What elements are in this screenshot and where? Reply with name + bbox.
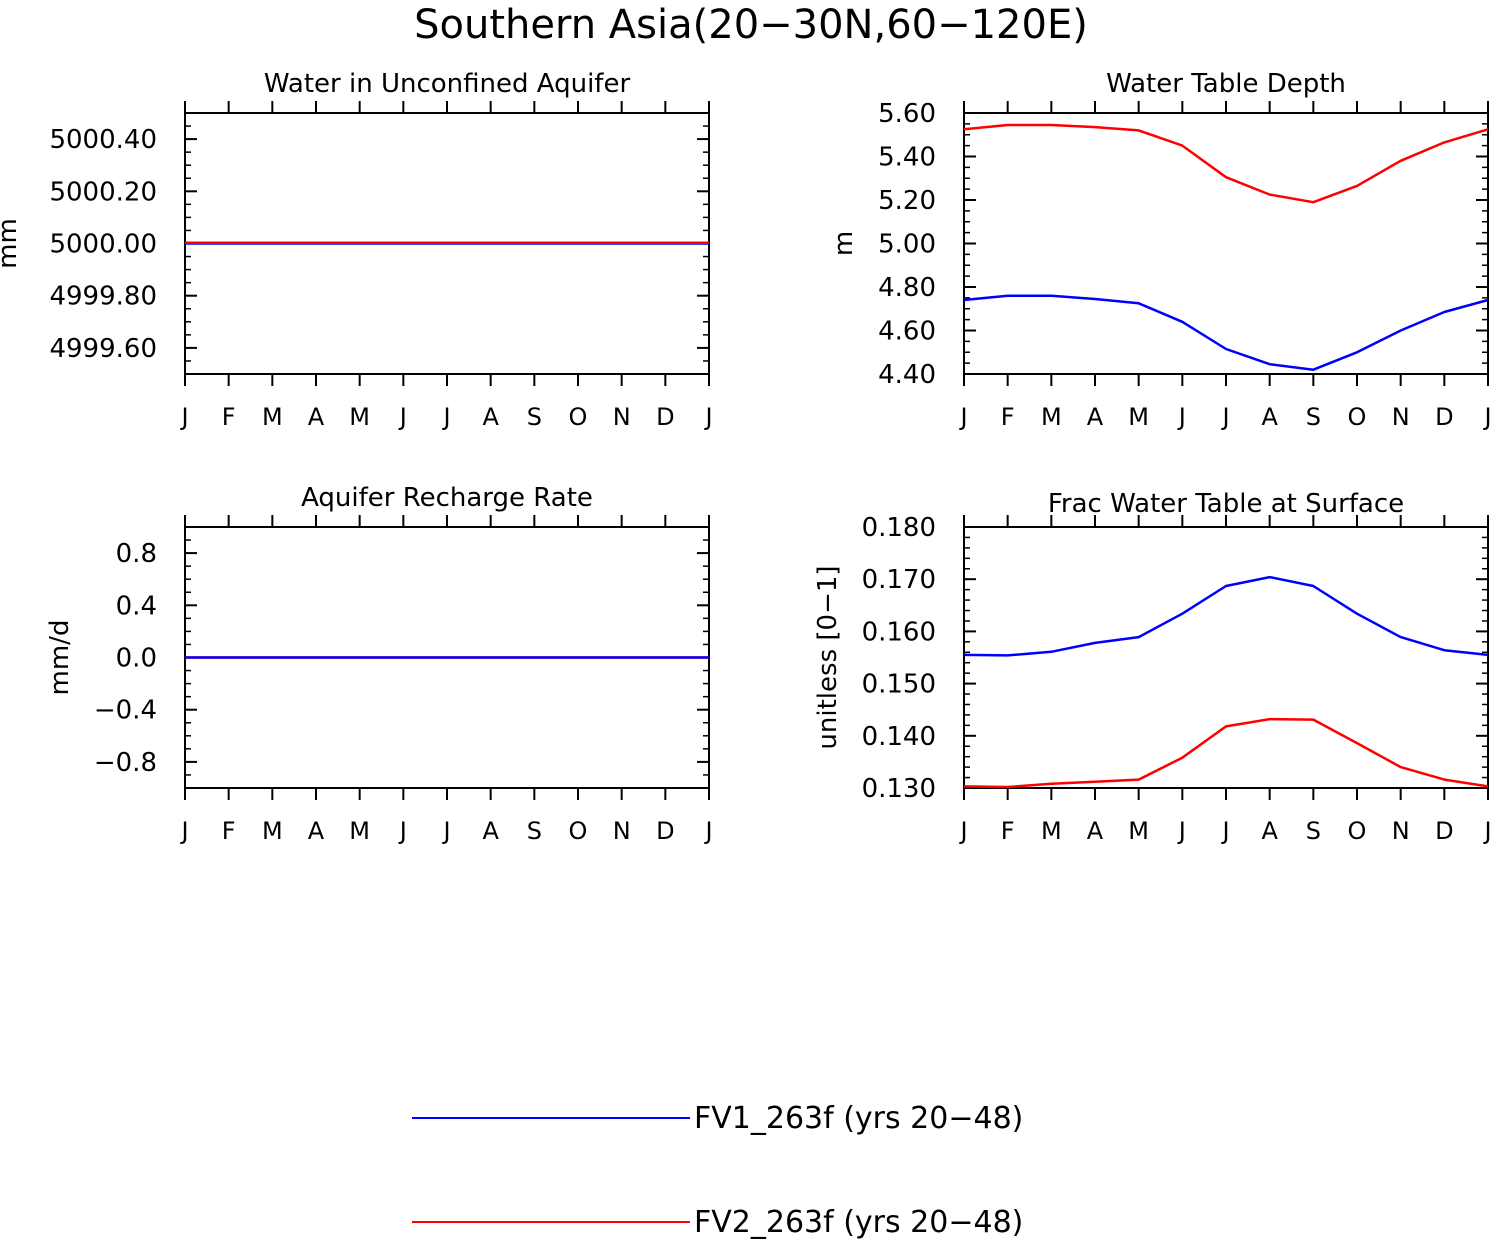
x-tick-label: A [308,817,325,845]
x-tick-label: N [613,817,631,845]
x-tick-label: S [527,403,542,431]
y-tick-label: 5000.40 [49,125,157,155]
x-tick-label: J [441,817,450,845]
x-tick-label: M [1128,403,1149,431]
y-tick-label: 0.0 [116,644,157,674]
y-tick-label: 5000.00 [49,230,157,260]
y-tick-label: 0.160 [862,617,936,647]
x-tick-label: A [1087,403,1104,431]
chart-water-aquifer: Water in Unconfined Aquifer mm 4999.60 4999… [0,69,713,431]
x-tick-label: J [179,403,188,431]
chart-recharge-rate: Aquifer Recharge Rate mm/d −0.8 −0.4 0.0 0.4 0… [45,483,713,845]
series-line-fv1 [963,294,1489,371]
x-tick-label: J [1220,403,1229,431]
x-tick-label: M [262,403,283,431]
x-tick-label: N [1392,403,1410,431]
y-tick-label: 0.130 [862,774,936,804]
x-tick-label: A [308,403,325,431]
x-tick-label: J [1482,403,1491,431]
y-tick-label: 4999.80 [49,282,157,312]
x-tick-label: D [656,403,674,431]
x-tick-label: D [656,817,674,845]
legend: FV1_263f (yrs 20−48) FV2_263f (yrs 20−48… [412,1101,1023,1240]
panel-title: Frac Water Table at Surface [1048,489,1404,519]
x-tick-label: O [1348,403,1367,431]
x-tick-label: J [398,817,407,845]
x-tick-label: M [1128,817,1149,845]
y-tick-label: 5.60 [878,99,936,129]
x-tick-label: D [1435,403,1453,431]
x-tick-label: M [349,403,370,431]
x-tick-label: J [958,817,967,845]
x-tick-label: S [1306,403,1321,431]
legend-label-fv2: FV2_263f (yrs 20−48) [694,1205,1023,1240]
y-tick-label: 5.40 [878,143,936,173]
x-tick-label: F [222,817,236,845]
x-tick-label: O [569,817,588,845]
x-tick-label: S [527,817,542,845]
x-tick-label: A [482,403,499,431]
x-tick-label: J [1177,817,1186,845]
x-tick-label: N [613,403,631,431]
y-tick-label: 5.20 [878,186,936,216]
y-axis-label: m [829,231,859,256]
x-tick-label: J [703,817,712,845]
x-tick-label: O [569,403,588,431]
x-tick-label: J [398,403,407,431]
x-tick-label: J [958,403,967,431]
y-tick-label: 0.8 [116,539,157,569]
x-tick-label: F [222,403,236,431]
x-tick-label: S [1306,817,1321,845]
x-tick-label: J [1482,817,1491,845]
plot-frame [963,526,1489,789]
y-tick-label: 0.180 [862,513,936,543]
panel-title: Water in Unconfined Aquifer [264,69,631,99]
x-tick-label: J [1177,403,1186,431]
y-tick-label: 0.140 [862,722,936,752]
y-tick-label: 4999.60 [49,334,157,364]
x-tick-label: A [1261,403,1278,431]
x-tick-label: A [1261,817,1278,845]
y-tick-label: 4.60 [878,317,936,347]
panel-title: Aquifer Recharge Rate [301,483,593,513]
series-line-fv2 [963,123,1489,204]
x-tick-label: J [441,403,450,431]
legend-label-fv1: FV1_263f (yrs 20−48) [694,1101,1023,1136]
x-tick-label: J [703,403,712,431]
x-tick-label: F [1001,403,1015,431]
x-tick-label: J [1220,817,1229,845]
x-tick-label: J [179,817,188,845]
y-axis-label: mm/d [45,620,75,696]
y-tick-label: 5000.20 [49,177,157,207]
x-tick-label: O [1348,817,1367,845]
y-axis-label: unitless [0−1] [813,565,843,749]
x-tick-label: M [349,817,370,845]
x-tick-label: M [1041,817,1062,845]
y-tick-label: 5.00 [878,230,936,260]
plot-frame [963,112,1489,375]
x-tick-label: A [1087,817,1104,845]
y-tick-label: −0.8 [94,748,157,778]
x-tick-label: N [1392,817,1410,845]
y-tick-label: −0.4 [94,696,157,726]
panel-title: Water Table Depth [1106,69,1346,99]
y-tick-label: 0.170 [862,565,936,595]
x-tick-label: F [1001,817,1015,845]
y-tick-label: 4.80 [878,273,936,303]
y-tick-label: 4.40 [878,360,936,390]
x-tick-label: D [1435,817,1453,845]
chart-panels: Water in Unconfined Aquifer mm 4999.60 4999… [0,69,1492,845]
x-tick-label: A [482,817,499,845]
x-tick-label: M [262,817,283,845]
figure-title: Southern Asia(20−30N,60−120E) [414,2,1088,48]
y-tick-label: 0.150 [862,670,936,700]
chart-frac-water-table: Frac Water Table at Surface unitless [0−1… [813,489,1492,845]
y-tick-label: 0.4 [116,591,157,621]
x-tick-label: M [1041,403,1062,431]
series-line-fv1 [963,575,1489,657]
y-axis-label: mm [0,218,23,269]
series-line-fv2 [963,717,1489,789]
chart-water-table-depth: Water Table Depth m 4.40 4.60 4.80 5.00 5.20 5.… [829,69,1492,431]
